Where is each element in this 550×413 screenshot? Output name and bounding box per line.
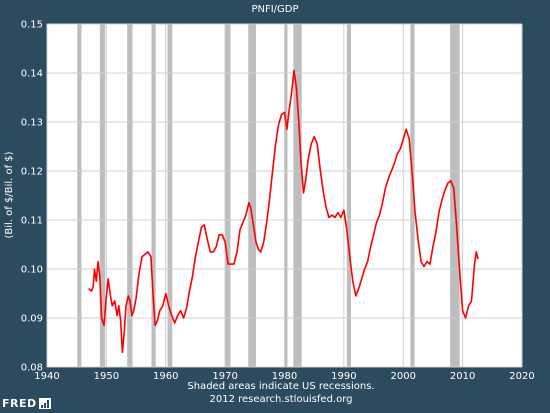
recession-bands bbox=[77, 24, 460, 367]
x-tick-label: 2020 bbox=[509, 371, 534, 382]
x-tick-label: 2010 bbox=[450, 371, 475, 382]
fred-logo-text: FRED bbox=[2, 396, 37, 410]
recession-band bbox=[346, 24, 351, 367]
y-tick-label: 0.08 bbox=[21, 363, 43, 374]
recession-band bbox=[77, 24, 82, 367]
recession-band bbox=[284, 24, 288, 367]
y-tick-label: 0.11 bbox=[21, 216, 43, 227]
x-tick-label: 1960 bbox=[153, 371, 178, 382]
recession-band bbox=[99, 24, 106, 367]
y-tick-label: 0.12 bbox=[21, 167, 43, 178]
fred-logo: FRED bbox=[2, 396, 51, 410]
x-tick-label: 1950 bbox=[94, 371, 119, 382]
y-axis-ticks: 0.08 0.09 0.10 0.11 0.12 0.13 0.14 0.15 bbox=[21, 20, 43, 374]
recession-band bbox=[224, 24, 231, 367]
recession-band bbox=[293, 24, 302, 367]
x-tick-label: 1980 bbox=[272, 371, 297, 382]
y-tick-label: 0.10 bbox=[21, 265, 43, 276]
y-tick-label: 0.14 bbox=[21, 69, 43, 80]
series-line bbox=[88, 69, 479, 354]
recession-band bbox=[127, 24, 133, 367]
recession-band bbox=[248, 24, 256, 367]
y-axis-label: (Bil. of $/Bil. of $) bbox=[4, 151, 15, 238]
recession-note: Shaded areas indicate US recessions. bbox=[187, 381, 374, 392]
y-tick-label: 0.15 bbox=[21, 20, 43, 31]
gridlines bbox=[46, 23, 523, 368]
x-tick-label: 2000 bbox=[391, 371, 416, 382]
recession-band bbox=[410, 24, 415, 367]
chart-title: PNFI/GDP bbox=[251, 4, 298, 15]
x-axis-ticks: 1940 1950 1960 1970 1980 1990 2000 2010 2020 bbox=[34, 371, 534, 382]
recession-band bbox=[167, 24, 173, 367]
y-tick-label: 0.13 bbox=[21, 118, 43, 129]
recession-band bbox=[151, 24, 156, 367]
x-tick-label: 1940 bbox=[34, 371, 59, 382]
y-tick-label: 0.09 bbox=[21, 314, 43, 325]
fred-logo-graph-icon bbox=[38, 397, 51, 409]
x-tick-label: 1970 bbox=[212, 371, 237, 382]
source-note: 2012 research.stlouisfed.org bbox=[209, 394, 352, 405]
x-tick-label: 1990 bbox=[331, 371, 356, 382]
series-layer bbox=[88, 69, 479, 354]
